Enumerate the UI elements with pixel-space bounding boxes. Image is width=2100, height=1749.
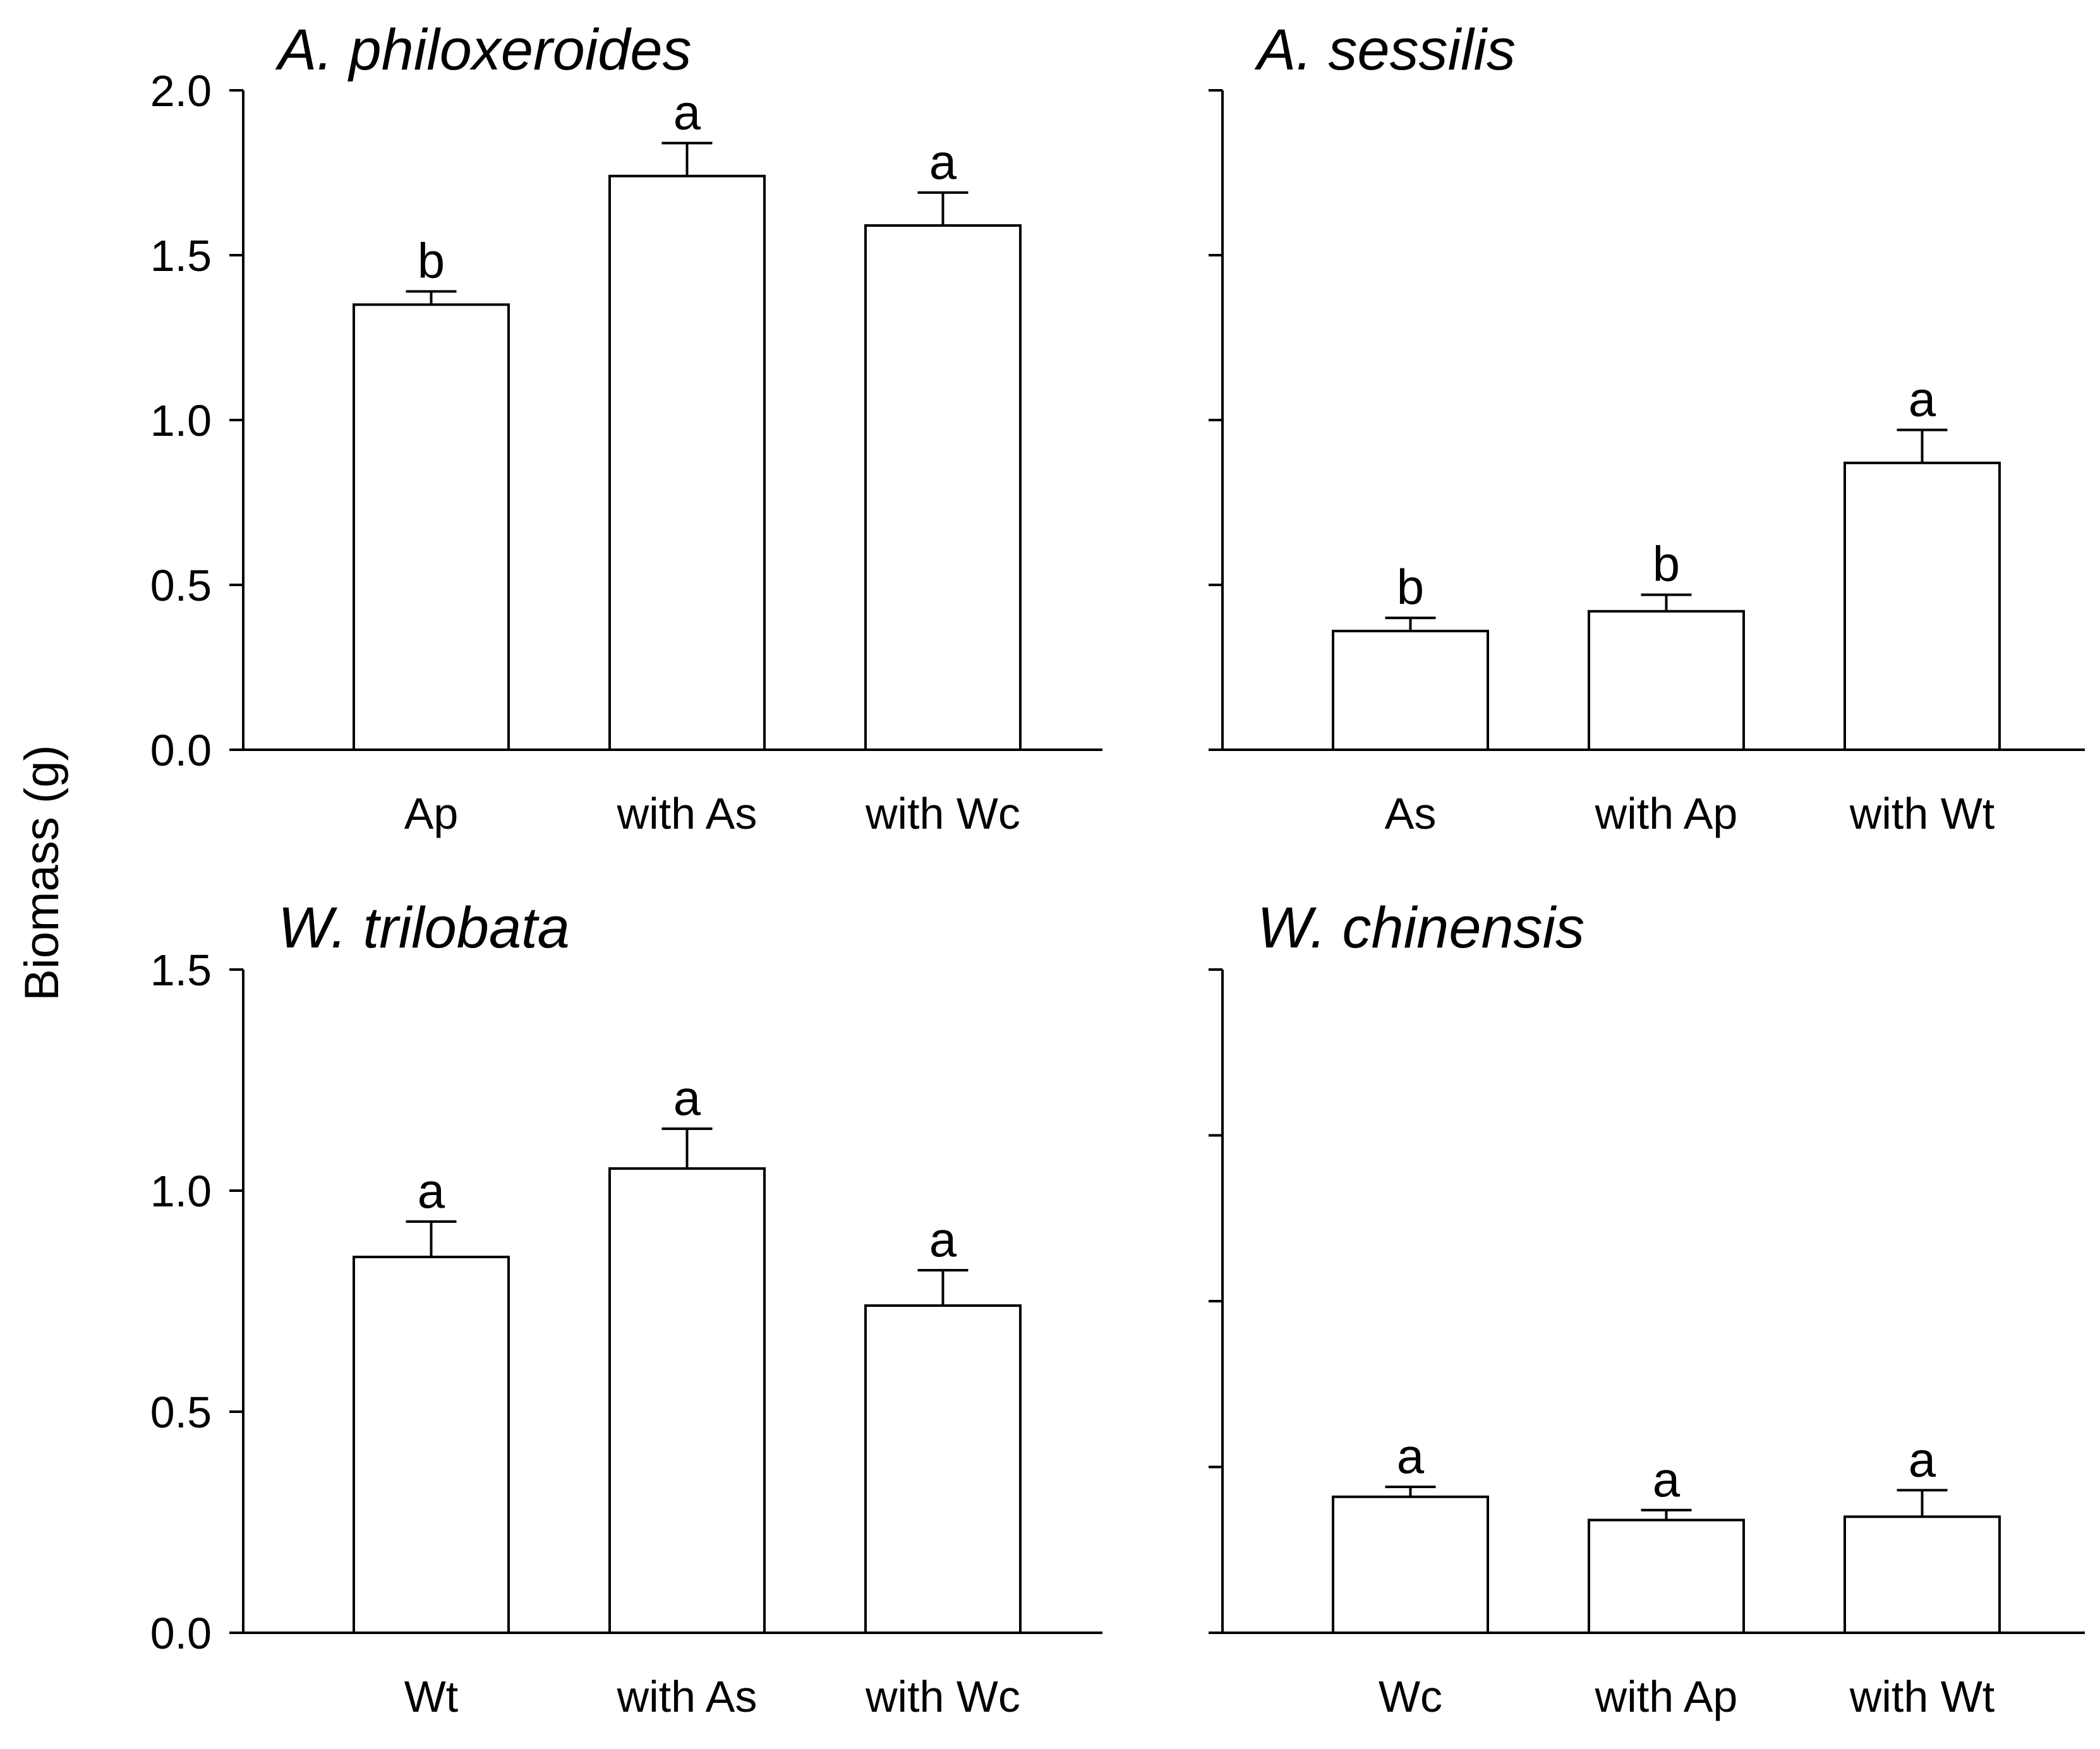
y-tick-label: 1.5 — [150, 946, 212, 995]
category-label: with Wc — [865, 789, 1020, 838]
significance-label: b — [1653, 536, 1680, 592]
bar — [353, 303, 510, 751]
y-tick-label: 1.0 — [150, 1167, 212, 1216]
bar — [608, 1167, 766, 1634]
panel-title: W. chinensis — [1257, 896, 1584, 960]
panel-title: A. philoxeroides — [275, 18, 692, 82]
bar — [1588, 1518, 1745, 1634]
category-label: with Wt — [1849, 789, 1994, 838]
bar — [608, 174, 766, 752]
y-tick-label: 1.0 — [150, 396, 212, 445]
category-label: with As — [617, 1672, 757, 1721]
significance-label: a — [929, 134, 957, 189]
y-tick-label: 0.0 — [150, 726, 212, 775]
significance-label: a — [1397, 1428, 1425, 1484]
panel-title: A. sessilis — [1254, 18, 1516, 82]
category-label: with Ap — [1595, 789, 1738, 838]
category-label: with Wc — [865, 1672, 1020, 1721]
category-label: As — [1385, 789, 1437, 838]
bar — [1844, 461, 2001, 751]
category-label: with Ap — [1595, 1672, 1738, 1721]
significance-label: a — [1909, 371, 1936, 427]
bar — [1332, 630, 1489, 752]
category-label: Wc — [1379, 1672, 1442, 1721]
significance-label: a — [418, 1163, 445, 1218]
significance-label: b — [1397, 559, 1424, 615]
y-tick-label: 1.5 — [150, 231, 212, 280]
y-tick-label: 2.0 — [150, 66, 212, 116]
significance-label: a — [929, 1211, 957, 1267]
bar — [1332, 1495, 1489, 1634]
y-axis-label: Biomass (g) — [15, 745, 69, 1001]
y-tick-label: 0.5 — [150, 1388, 212, 1437]
significance-label: a — [673, 85, 701, 140]
chart-panel-3: W. trilobata 0.0 0.5 1.0 1.5 a Wt a with As a with… — [150, 896, 1102, 1721]
bar — [353, 1256, 510, 1634]
panel-title: W. trilobata — [278, 896, 570, 960]
significance-label: b — [418, 232, 445, 288]
chart-panel-2: A. sessilis b As b with Ap a with Wt — [1209, 18, 2085, 838]
bar — [1844, 1515, 2001, 1634]
category-label: with As — [617, 789, 757, 838]
significance-label: a — [1909, 1431, 1936, 1487]
bar — [864, 224, 1022, 751]
significance-label: a — [673, 1070, 701, 1126]
chart-panel-4: W. chinensis a Wc a with Ap a with Wt — [1209, 896, 2085, 1721]
bar — [864, 1304, 1022, 1634]
y-tick-label: 0.0 — [150, 1609, 212, 1658]
y-tick-label: 0.5 — [150, 561, 212, 610]
chart-panel-1: A. philoxeroides 0.0 0.5 1.0 1.5 2.0 b Ap a with … — [150, 18, 1102, 838]
significance-label: a — [1653, 1451, 1681, 1507]
category-label: with Wt — [1849, 1672, 1994, 1721]
bar — [1588, 610, 1745, 752]
category-label: Wt — [404, 1672, 459, 1721]
category-label: Ap — [404, 789, 459, 838]
